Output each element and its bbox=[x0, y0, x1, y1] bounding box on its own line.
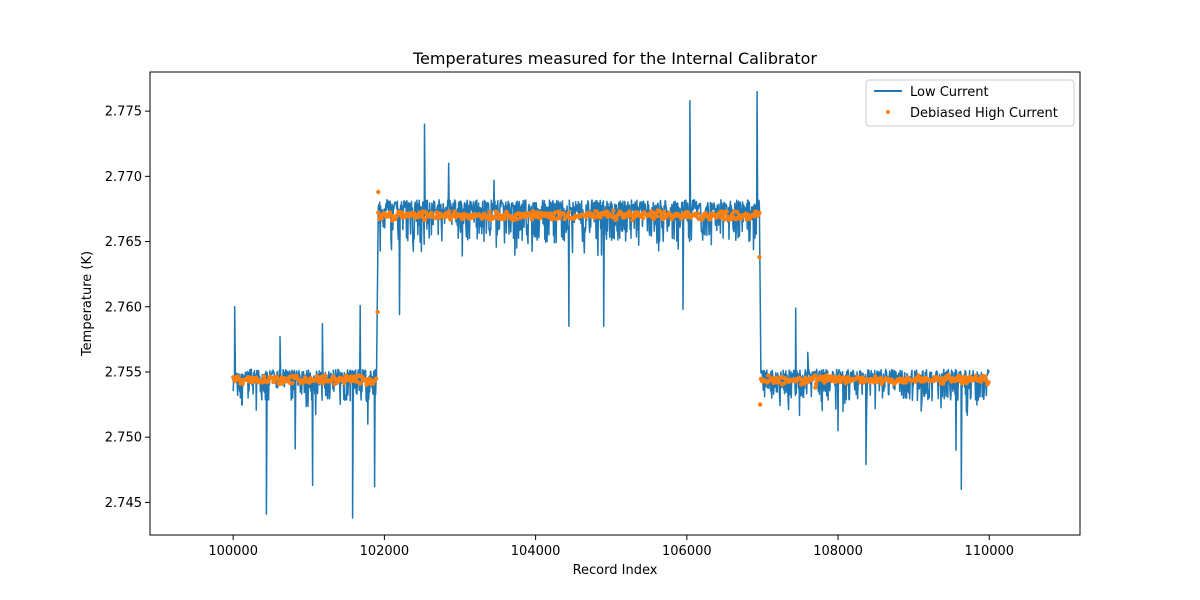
y-tick-label: 2.775 bbox=[105, 105, 142, 120]
scatter-point bbox=[813, 381, 819, 387]
scatter-point bbox=[758, 402, 763, 407]
x-tick-label: 110000 bbox=[964, 544, 1014, 559]
x-tick-label: 106000 bbox=[662, 544, 712, 559]
scatter-point bbox=[251, 379, 256, 385]
scatter-point bbox=[492, 214, 497, 219]
scatter-point bbox=[684, 214, 689, 220]
scatter-point bbox=[822, 380, 827, 385]
scatter-point bbox=[751, 213, 757, 219]
legend-frame bbox=[865, 79, 1075, 127]
scatter-point bbox=[940, 381, 946, 386]
x-axis-label: Record Index bbox=[573, 563, 658, 578]
scatter-point bbox=[813, 385, 818, 390]
scatter-point bbox=[349, 374, 354, 379]
scatter-point bbox=[776, 379, 782, 384]
scatter-point bbox=[376, 210, 381, 215]
scatter-point bbox=[452, 209, 457, 214]
scatter-point bbox=[707, 217, 712, 222]
scatter-point bbox=[429, 210, 434, 215]
chart-title: Temperatures measured for the Internal C… bbox=[412, 49, 817, 68]
y-axis: 2.745 2.750 2.755 2.760 2.765 2.770 2.775 bbox=[105, 105, 150, 511]
scatter-point bbox=[812, 373, 818, 378]
scatter-point bbox=[651, 216, 656, 222]
scatter-point bbox=[897, 376, 902, 381]
scatter-point bbox=[529, 217, 534, 222]
y-tick-label: 2.765 bbox=[105, 235, 142, 250]
y-tick-label: 2.760 bbox=[105, 300, 142, 315]
scatter-point bbox=[649, 209, 654, 214]
x-axis: 100000 102000 104000 106000 108000 110000 bbox=[208, 535, 1014, 559]
scatter-point bbox=[376, 189, 381, 195]
scatter-point bbox=[240, 381, 245, 386]
scatter-point bbox=[502, 216, 507, 222]
scatter-point bbox=[701, 215, 706, 220]
plot-frame bbox=[149, 71, 1081, 536]
x-tick-label: 102000 bbox=[360, 544, 410, 559]
scatter-point bbox=[619, 211, 624, 216]
scatter-point bbox=[722, 217, 727, 222]
scatter-point bbox=[983, 374, 988, 379]
scatter-point bbox=[878, 375, 883, 381]
scatter-point bbox=[833, 375, 839, 380]
scatter-point bbox=[265, 379, 271, 384]
scatter-point bbox=[358, 381, 363, 386]
legend-label-debiased-high-current: Debiased High Current bbox=[910, 106, 1058, 121]
scatter-point bbox=[446, 214, 451, 219]
y-tick-label: 2.770 bbox=[105, 170, 142, 185]
scatter-point bbox=[640, 216, 646, 221]
legend-swatch-debiased-high-current bbox=[886, 110, 890, 114]
series-scatter-debiased-high-current bbox=[231, 189, 991, 407]
scatter-point bbox=[986, 380, 991, 385]
scatter-point bbox=[556, 209, 561, 214]
scatter-point bbox=[695, 211, 701, 216]
y-tick-label: 2.745 bbox=[105, 496, 142, 511]
scatter-point bbox=[342, 380, 347, 386]
scatter-point bbox=[332, 381, 337, 387]
scatter-point bbox=[661, 209, 667, 215]
scatter-point bbox=[422, 218, 428, 223]
legend: Low Current Debiased High Current bbox=[865, 79, 1075, 127]
scatter-point bbox=[447, 209, 452, 214]
scatter-point bbox=[757, 210, 762, 215]
scatter-point bbox=[654, 214, 659, 219]
scatter-point bbox=[379, 216, 384, 221]
y-tick-label: 2.755 bbox=[105, 365, 142, 380]
scatter-point bbox=[566, 210, 572, 215]
x-tick-label: 100000 bbox=[208, 544, 258, 559]
scatter-point bbox=[354, 379, 360, 384]
scatter-point bbox=[419, 212, 424, 218]
scatter-point bbox=[724, 209, 729, 214]
scatter-point bbox=[261, 374, 267, 379]
scatter-point bbox=[375, 309, 380, 315]
scatter-point bbox=[766, 373, 771, 378]
plot-data bbox=[231, 90, 991, 519]
scatter-point bbox=[594, 209, 599, 214]
y-axis-label: Temperature (K) bbox=[80, 251, 95, 357]
scatter-point bbox=[323, 373, 328, 378]
scatter-point bbox=[757, 255, 762, 260]
scatter-point bbox=[592, 215, 597, 220]
scatter-point bbox=[828, 374, 833, 379]
scatter-point bbox=[903, 380, 909, 385]
scatter-point bbox=[782, 381, 787, 386]
legend-label-low-current: Low Current bbox=[910, 85, 989, 100]
y-tick-label: 2.750 bbox=[105, 431, 142, 446]
scatter-point bbox=[487, 209, 492, 215]
x-tick-label: 108000 bbox=[813, 544, 863, 559]
scatter-point bbox=[614, 216, 619, 222]
scatter-point bbox=[290, 380, 295, 386]
x-tick-label: 104000 bbox=[511, 544, 561, 559]
scatter-point bbox=[373, 376, 379, 381]
scatter-point bbox=[611, 208, 616, 213]
